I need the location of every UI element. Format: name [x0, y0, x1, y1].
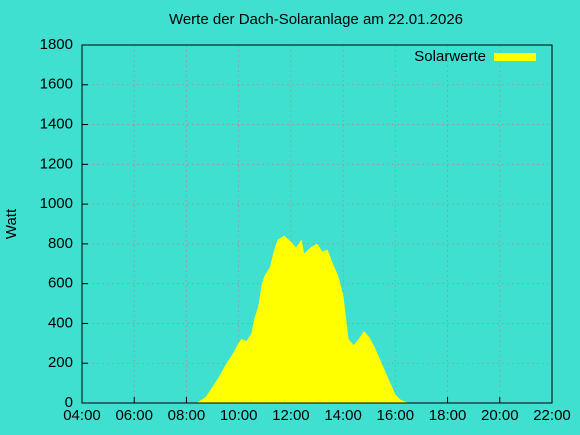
y-tick-label: 200	[48, 354, 73, 371]
y-tick-label: 800	[48, 235, 73, 252]
y-axis-label: Watt	[3, 208, 20, 239]
area	[196, 235, 409, 404]
legend-swatch	[494, 53, 536, 61]
y-tick-label: 1400	[40, 116, 73, 133]
x-tick-label: 22:00	[533, 407, 571, 424]
y-tick-label: 1600	[40, 76, 73, 93]
x-tick-label: 20:00	[481, 407, 519, 424]
x-tick-label: 06:00	[115, 407, 153, 424]
y-tick-label: 600	[48, 275, 73, 292]
plot-border	[81, 44, 553, 404]
x-tick-label: 10:00	[220, 407, 258, 424]
legend-label: Solarwerte	[414, 48, 486, 65]
chart-title: Werte der Dach-Solaranlage am 22.01.2026	[169, 11, 463, 28]
x-tick-label: 12:00	[272, 407, 310, 424]
y-tick-label: 0	[65, 394, 73, 411]
x-tick-label: 14:00	[324, 407, 362, 424]
x-tick-label: 08:00	[168, 407, 206, 424]
x-tick-label: 18:00	[429, 407, 467, 424]
y-tick-label: 400	[48, 314, 73, 331]
y-tick-label: 1800	[40, 36, 73, 53]
y-tick-label: 1200	[40, 155, 73, 172]
x-tick-label: 16:00	[377, 407, 415, 424]
y-tick-label: 1000	[40, 195, 73, 212]
x-tick-label: 04:00	[63, 407, 101, 424]
